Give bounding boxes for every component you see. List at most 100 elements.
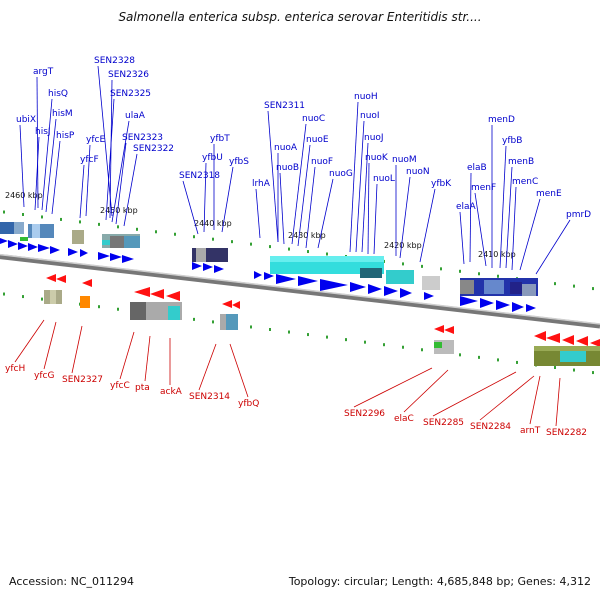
gene-label-nuoJ: nuoJ — [364, 133, 384, 143]
leader-line — [353, 367, 433, 408]
leader-line — [71, 325, 83, 374]
leader-line — [373, 183, 378, 255]
gene-label-ubiX: ubiX — [16, 115, 36, 125]
leader-line — [19, 124, 25, 208]
gene-label-SEN2284: SEN2284 — [470, 422, 511, 432]
gene-label-yfbQ: yfbQ — [238, 399, 259, 409]
gene-label-SEN2325: SEN2325 — [110, 89, 151, 99]
gene-label-SEN2318: SEN2318 — [179, 171, 220, 181]
leader-line — [555, 377, 561, 427]
reverse-leader-lines — [14, 319, 561, 427]
leader-line — [45, 118, 57, 213]
leader-line — [474, 192, 487, 267]
gene-label-SEN2327: SEN2327 — [62, 375, 103, 385]
leader-line — [317, 178, 334, 249]
gene-label-SEN2311: SEN2311 — [264, 101, 305, 111]
leader-line — [36, 76, 39, 209]
gene-label-pta: pta — [135, 383, 150, 393]
leader-line — [144, 335, 151, 382]
leader-line — [119, 331, 135, 380]
gene-label-nuoA: nuoA — [274, 143, 298, 153]
leader-line — [529, 375, 541, 425]
gene-label-yfcC: yfcC — [110, 381, 130, 391]
cog-boxes-forward — [0, 222, 538, 296]
forward-gene-labels: argT hisQ hisM ubiX hisJ hisP SEN2328 SEN2326 SE… — [16, 56, 591, 220]
accession-text: Accession: NC_011294 — [9, 575, 135, 588]
gene-label-ackA: ackA — [160, 387, 183, 397]
leader-line — [403, 369, 449, 413]
gene-label-SEN2322: SEN2322 — [133, 144, 174, 154]
gene-label-nuoK: nuoK — [365, 153, 389, 163]
kbp-label: 2430 kbp — [288, 231, 326, 240]
gene-label-pmrD: pmrD — [566, 210, 591, 220]
leader-line — [279, 172, 285, 245]
gene-label-yfcE: yfcE — [86, 135, 105, 145]
gene-label-SEN2326: SEN2326 — [108, 70, 149, 80]
leader-line — [182, 180, 199, 235]
reverse-genes — [46, 274, 600, 347]
gene-label-argT: argT — [33, 67, 54, 77]
leader-line — [459, 211, 465, 265]
leader-line — [432, 371, 517, 417]
leader-line — [349, 101, 359, 253]
gene-label-lrhA: lrhA — [252, 179, 271, 189]
leader-line — [51, 140, 61, 215]
gene-label-yfcH: yfcH — [5, 364, 25, 374]
genome-summary-text: Topology: circular; Length: 4,685,848 bp… — [288, 575, 591, 588]
gene-label-nuoI: nuoI — [360, 111, 380, 121]
gene-label-hisM: hisM — [52, 109, 73, 119]
gene-label-SEN2328: SEN2328 — [94, 56, 135, 66]
gene-label-yfcG: yfcG — [34, 371, 54, 381]
leader-line — [399, 176, 411, 259]
leader-line — [203, 162, 207, 233]
kbp-label: 2450 kbp — [100, 206, 138, 215]
gene-label-hisJ: hisJ — [35, 127, 51, 137]
leader-line — [479, 375, 535, 421]
genome-backbone — [0, 254, 600, 329]
leader-line — [105, 98, 115, 221]
leader-line — [43, 321, 57, 370]
gene-label-SEN2296: SEN2296 — [344, 409, 385, 419]
leader-line — [79, 164, 85, 219]
gene-label-nuoC: nuoC — [302, 114, 325, 124]
leader-line — [419, 188, 436, 263]
leader-line — [115, 142, 127, 225]
kbp-label: 2420 kbp — [384, 241, 422, 250]
leader-line — [535, 219, 571, 275]
gene-label-yfbB: yfbB — [502, 136, 522, 146]
leader-line — [355, 120, 365, 253]
kbp-label: 2440 kbp — [194, 219, 232, 228]
leader-line — [291, 123, 307, 245]
gene-label-menD: menD — [488, 115, 515, 125]
gene-label-menE: menE — [536, 189, 562, 199]
leader-line — [367, 162, 370, 255]
gene-label-SEN2323: SEN2323 — [122, 133, 163, 143]
forward-leader-lines — [19, 65, 571, 275]
leader-line — [267, 110, 279, 243]
leader-line — [34, 136, 40, 211]
leader-line — [519, 198, 541, 271]
map-title: Salmonella enterica subsp. enterica sero… — [118, 10, 482, 24]
gene-label-elaB: elaB — [467, 163, 487, 173]
genome-backbone-highlight — [0, 253, 600, 325]
leader-line — [221, 166, 234, 233]
leader-line — [41, 98, 53, 211]
gene-label-nuoG: nuoG — [329, 169, 353, 179]
leader-line — [14, 319, 45, 363]
leader-line — [297, 144, 311, 247]
forward-genes — [0, 238, 536, 312]
leader-line — [361, 142, 369, 253]
leader-line — [499, 145, 507, 269]
cog-boxes-reverse — [44, 290, 600, 366]
gene-label-nuoF: nuoF — [311, 157, 333, 167]
gene-label-yfbU: yfbU — [202, 153, 223, 163]
leader-line — [505, 166, 513, 269]
gene-label-hisP: hisP — [56, 131, 75, 141]
leader-line — [255, 188, 261, 239]
gene-label-elaA: elaA — [456, 202, 477, 212]
gene-label-nuoB: nuoB — [276, 163, 299, 173]
leader-line — [85, 144, 91, 217]
gene-label-nuoM: nuoM — [392, 155, 417, 165]
gene-label-yfbS: yfbS — [229, 157, 249, 167]
